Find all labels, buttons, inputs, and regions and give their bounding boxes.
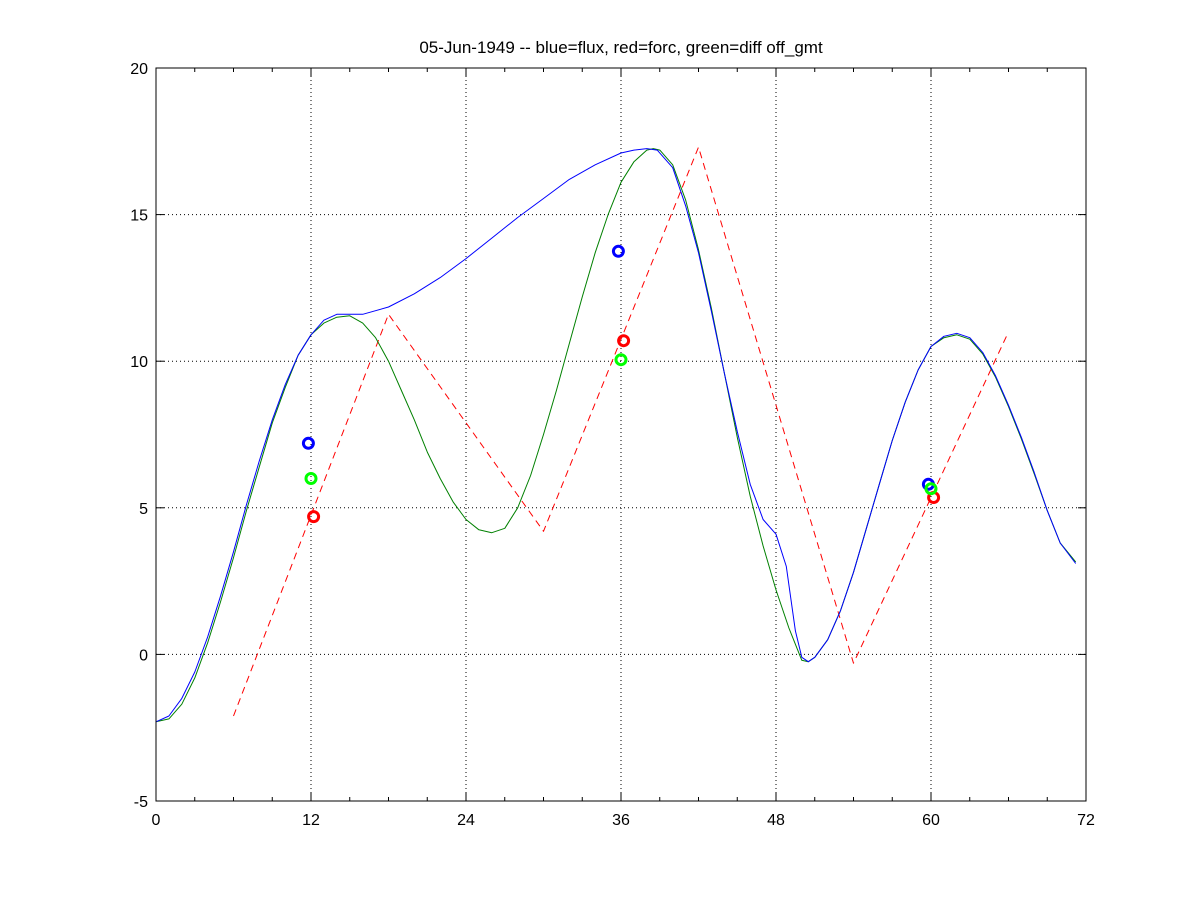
marker-diff — [304, 472, 318, 485]
marker-diff — [614, 353, 628, 367]
x-tick-label: 72 — [1077, 812, 1095, 829]
marker-flux — [611, 244, 625, 258]
series-lines — [155, 146, 1077, 723]
plot-area — [156, 68, 1086, 801]
y-tick-label: 5 — [139, 501, 148, 518]
marker-forc — [617, 334, 631, 348]
x-tick-label: 12 — [302, 812, 320, 829]
x-tick-label: 24 — [457, 812, 475, 829]
y-tick-label: 15 — [130, 208, 148, 225]
x-tick-label: 48 — [767, 812, 785, 829]
y-tick-label: 20 — [130, 61, 148, 78]
marker-diff — [924, 482, 938, 496]
chart-title: 05-Jun-1949 -- blue=flux, red=forc, gree… — [419, 38, 823, 57]
series-line-flux — [155, 148, 1077, 723]
y-tick-label: 10 — [130, 354, 148, 371]
marker-flux — [301, 436, 315, 450]
marker-forc — [307, 510, 321, 524]
x-tick-label: 36 — [612, 812, 630, 829]
series-line-forc — [233, 146, 1009, 717]
x-tick-label: 60 — [922, 812, 940, 829]
y-tick-label: -5 — [134, 794, 148, 811]
grid — [156, 68, 1086, 801]
x-tick-label: 0 — [152, 812, 161, 829]
y-tick-label: 0 — [139, 647, 148, 664]
markers — [301, 244, 941, 524]
